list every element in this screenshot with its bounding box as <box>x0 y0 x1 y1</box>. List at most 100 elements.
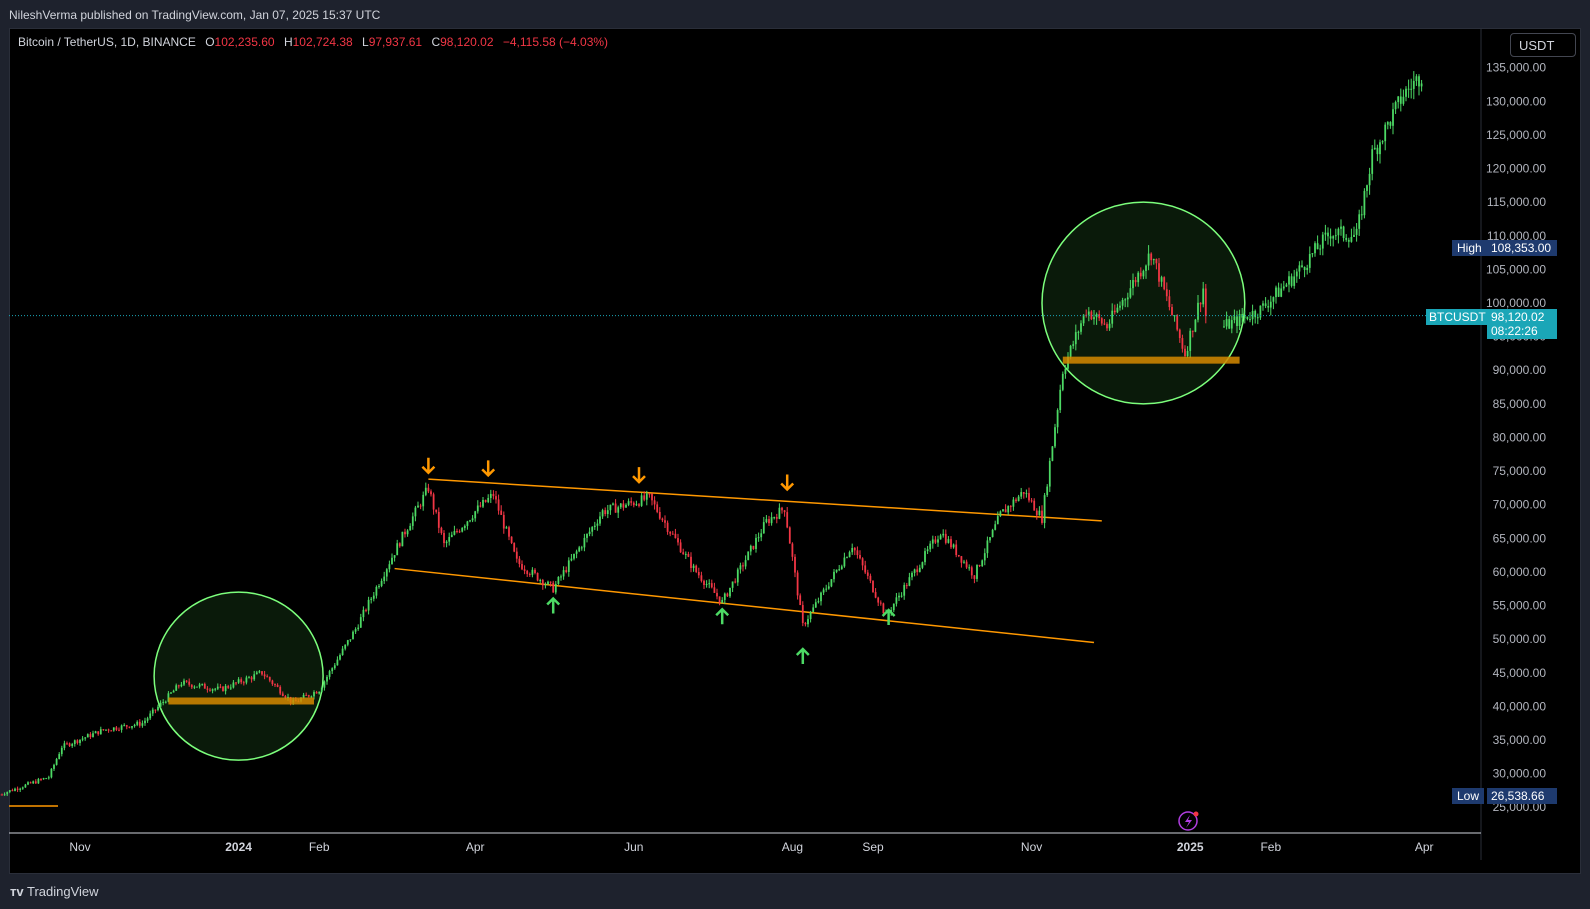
candle <box>401 531 404 547</box>
projection-candle <box>1337 228 1340 236</box>
candle <box>939 535 942 540</box>
candle <box>84 737 87 739</box>
candle <box>34 781 37 784</box>
candle <box>586 533 588 538</box>
candle <box>726 593 729 597</box>
high-badge-value: 108,353.00 <box>1487 240 1557 256</box>
low-badge-value: 26,538.66 <box>1487 788 1557 804</box>
projection-candle <box>1368 173 1371 186</box>
candle <box>695 565 698 572</box>
projection-candle <box>1358 214 1361 229</box>
candle <box>674 533 677 539</box>
candle <box>1007 506 1010 513</box>
candle <box>573 553 575 559</box>
candle <box>864 565 867 573</box>
candle <box>799 595 802 606</box>
candle <box>385 569 388 577</box>
candle <box>768 519 770 524</box>
candle <box>414 507 417 517</box>
candle <box>692 565 695 569</box>
candle <box>640 495 643 506</box>
price-tick-label: 45,000.00 <box>1493 666 1547 680</box>
candle <box>279 686 282 694</box>
candle <box>557 576 560 584</box>
candle <box>950 539 952 548</box>
candle <box>1181 338 1184 349</box>
projection-candle <box>1254 310 1257 318</box>
candle <box>463 525 466 528</box>
candle <box>838 569 841 571</box>
price-tick-label: 55,000.00 <box>1493 599 1547 613</box>
symbol-title[interactable]: Bitcoin / TetherUS, 1D, BINANCE <box>18 35 196 49</box>
price-tick-label: 105,000.00 <box>1486 262 1546 276</box>
candle <box>999 511 1002 517</box>
candle <box>1165 289 1168 297</box>
projection-candle <box>1392 109 1394 126</box>
candle <box>151 709 154 714</box>
candle <box>895 597 898 604</box>
candle <box>1108 323 1111 329</box>
candle <box>284 696 287 698</box>
candle <box>978 565 981 567</box>
candle <box>120 725 123 730</box>
candle <box>539 580 542 582</box>
candle <box>1100 318 1103 324</box>
projection-candle <box>1303 267 1306 271</box>
projection-candle <box>1228 319 1231 329</box>
currency-button[interactable]: USDT <box>1510 33 1576 57</box>
price-tick-label: 115,000.00 <box>1487 195 1546 209</box>
time-tick-label: 2024 <box>225 840 252 854</box>
candle <box>219 686 222 688</box>
candle <box>242 682 245 684</box>
candle <box>1152 258 1155 261</box>
candle <box>196 686 198 688</box>
candle <box>1038 510 1041 516</box>
ohlc-legend: Bitcoin / TetherUS, 1D, BINANCE O102,235… <box>18 35 608 49</box>
candle <box>510 536 513 543</box>
projection-candle <box>1311 253 1314 255</box>
support-zone <box>1062 356 1240 364</box>
candle <box>734 581 737 583</box>
candle <box>1074 332 1077 345</box>
candle <box>331 668 334 672</box>
candle <box>944 533 947 543</box>
candle <box>76 740 79 743</box>
candle <box>786 512 789 528</box>
candle <box>565 570 568 572</box>
candle <box>11 790 14 792</box>
chart-pane[interactable] <box>9 28 1581 874</box>
candle <box>105 729 107 731</box>
candle <box>211 689 214 691</box>
candle <box>661 518 664 521</box>
candle <box>370 598 373 600</box>
candle <box>651 493 653 501</box>
projection-candle <box>1246 316 1249 320</box>
candle <box>102 729 105 731</box>
candle <box>1061 373 1064 390</box>
candle <box>752 545 755 549</box>
projection-candle <box>1386 122 1389 125</box>
candle <box>367 599 370 611</box>
candle <box>1069 345 1072 357</box>
candle <box>614 503 617 513</box>
candle <box>188 681 191 685</box>
candle <box>671 533 674 535</box>
projection-candle <box>1306 267 1309 271</box>
candle <box>921 562 924 568</box>
tradingview-logo[interactable]: ᴛᴠ TradingView <box>10 884 99 899</box>
candle <box>73 740 76 744</box>
projection-candle <box>1371 149 1374 174</box>
candle <box>320 687 323 692</box>
candle <box>1082 314 1085 324</box>
candle <box>830 579 833 587</box>
candle <box>131 726 133 728</box>
candle <box>1129 288 1132 298</box>
candle <box>1 794 3 796</box>
candle <box>783 510 786 513</box>
projection-candle <box>1264 303 1267 307</box>
candle <box>742 565 744 567</box>
candle <box>1116 307 1119 313</box>
low-label: L <box>362 35 369 49</box>
candle <box>443 532 445 544</box>
